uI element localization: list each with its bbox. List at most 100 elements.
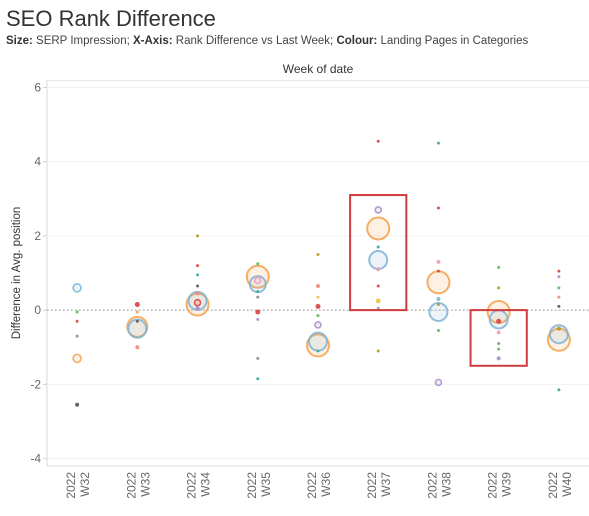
data-point[interactable] — [196, 273, 200, 277]
data-point[interactable] — [256, 295, 260, 299]
data-point[interactable] — [374, 206, 383, 214]
data-point[interactable] — [316, 283, 320, 288]
data-point[interactable] — [366, 216, 391, 241]
data-point[interactable] — [256, 317, 260, 321]
data-point[interactable] — [196, 234, 200, 238]
data-point[interactable] — [497, 265, 501, 269]
y-tick-label: 2 — [34, 229, 41, 243]
data-point[interactable] — [497, 342, 501, 346]
data-point[interactable] — [497, 347, 501, 351]
subtitle-size-key: Size: — [6, 35, 33, 47]
y-tick-label: -4 — [30, 452, 41, 466]
x-tick-week: W36 — [319, 472, 333, 497]
data-point[interactable] — [75, 402, 80, 407]
data-point[interactable] — [316, 252, 320, 256]
data-point[interactable] — [256, 377, 260, 381]
data-point[interactable] — [75, 319, 79, 323]
data-point[interactable] — [557, 304, 561, 308]
highlight-box — [469, 309, 528, 367]
data-point[interactable] — [436, 303, 440, 307]
data-point[interactable] — [316, 349, 320, 353]
data-point[interactable] — [368, 250, 389, 271]
data-point[interactable] — [135, 319, 139, 323]
x-tick-week: W38 — [439, 472, 453, 497]
data-point[interactable] — [314, 321, 322, 329]
data-point[interactable] — [496, 330, 501, 335]
subtitle-size-value: SERP Impression; — [32, 35, 133, 47]
data-point[interactable] — [557, 275, 561, 279]
column-header: Week of date — [47, 58, 589, 81]
data-point[interactable] — [306, 333, 330, 358]
data-point[interactable] — [315, 303, 321, 309]
x-tick-label: 2022 W33 — [124, 472, 152, 499]
data-point[interactable] — [556, 326, 561, 331]
data-point[interactable] — [253, 276, 262, 285]
data-point[interactable] — [135, 310, 139, 314]
data-point[interactable] — [496, 318, 502, 324]
data-point[interactable] — [135, 345, 140, 350]
data-point[interactable] — [75, 310, 79, 314]
data-point[interactable] — [376, 245, 380, 249]
data-point[interactable] — [72, 353, 82, 364]
x-tick-label: 2022 W35 — [245, 472, 273, 499]
data-point[interactable] — [316, 295, 320, 299]
data-point[interactable] — [436, 141, 440, 145]
data-point[interactable] — [436, 329, 440, 333]
data-point[interactable] — [496, 356, 501, 361]
x-tick-year: 2022 — [245, 472, 259, 499]
x-tick-label: 2022 W40 — [546, 472, 574, 499]
data-point[interactable] — [375, 298, 381, 304]
data-point[interactable] — [308, 331, 328, 352]
data-point[interactable] — [256, 290, 260, 294]
x-tick-week: W37 — [379, 472, 393, 497]
data-point[interactable] — [434, 378, 443, 387]
data-point[interactable] — [196, 264, 200, 268]
data-point[interactable] — [557, 286, 561, 290]
x-tick-week: W34 — [199, 472, 213, 497]
x-tick-year: 2022 — [124, 472, 138, 499]
data-point[interactable] — [316, 314, 320, 318]
data-point[interactable] — [255, 309, 261, 315]
x-tick-week: W33 — [138, 472, 152, 497]
data-point[interactable] — [376, 267, 381, 272]
data-point[interactable] — [497, 286, 501, 290]
x-tick-label: 2022 W39 — [486, 472, 514, 499]
data-point[interactable] — [195, 291, 200, 296]
x-tick-week: W32 — [78, 472, 92, 497]
y-axis-title: Difference in Avg. position — [11, 207, 23, 340]
subtitle-colour-value: Landing Pages in Categories — [377, 35, 529, 47]
x-tick-label: 2022 W38 — [425, 472, 453, 499]
data-point[interactable] — [436, 269, 440, 273]
data-point[interactable] — [428, 301, 449, 322]
data-point[interactable] — [557, 388, 561, 392]
data-point[interactable] — [436, 259, 441, 264]
data-point[interactable] — [196, 284, 200, 288]
data-point[interactable] — [376, 306, 380, 310]
data-point[interactable] — [376, 284, 380, 288]
data-point[interactable] — [127, 318, 148, 339]
data-point[interactable] — [376, 139, 380, 143]
data-point[interactable] — [134, 302, 140, 308]
data-point[interactable] — [75, 334, 79, 338]
highlight-box — [349, 194, 408, 312]
data-point[interactable] — [426, 270, 451, 295]
data-point[interactable] — [436, 296, 441, 301]
data-point[interactable] — [195, 306, 200, 311]
data-point[interactable] — [72, 283, 82, 293]
data-point[interactable] — [193, 298, 202, 307]
data-point[interactable] — [548, 324, 569, 345]
data-point[interactable] — [557, 295, 561, 299]
subtitle-x-value: Rank Difference vs Last Week; — [172, 35, 337, 47]
data-point[interactable] — [256, 356, 260, 360]
data-point[interactable] — [256, 262, 260, 266]
x-tick-year: 2022 — [305, 472, 319, 499]
x-tick-label: 2022 W37 — [365, 472, 393, 499]
x-tick-label: 2022 W32 — [64, 472, 92, 499]
x-tick-year: 2022 — [365, 472, 379, 499]
data-point[interactable] — [436, 206, 440, 210]
x-tick-year: 2022 — [425, 472, 439, 499]
data-point[interactable] — [557, 269, 561, 273]
y-tick-label: -2 — [30, 377, 41, 391]
data-point[interactable] — [376, 349, 380, 353]
